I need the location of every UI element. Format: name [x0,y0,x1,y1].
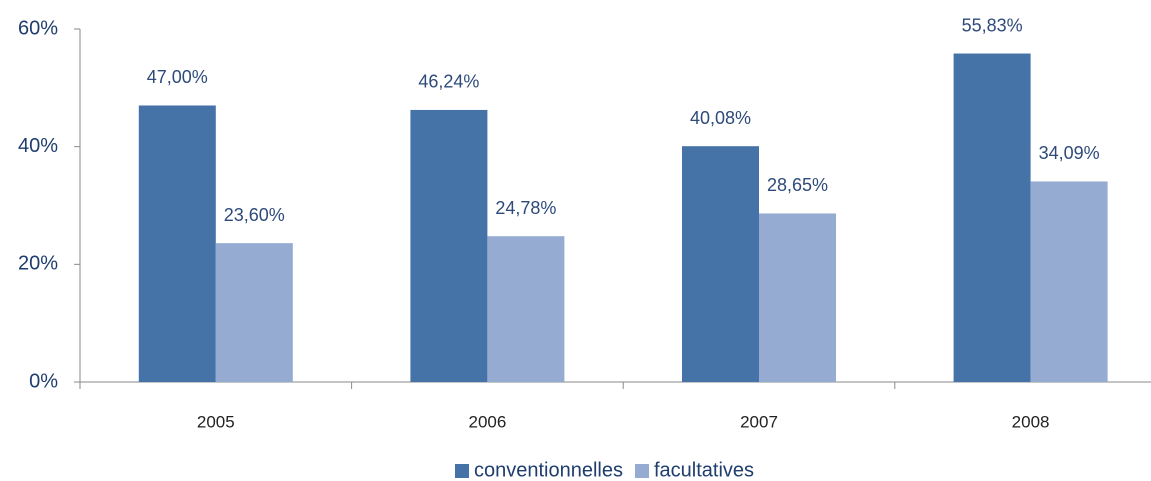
y-tick-label: 0% [29,370,58,392]
value-label: 47,00% [147,67,208,87]
bar [953,53,1031,382]
value-label: 23,60% [224,205,285,225]
bar [682,146,759,382]
x-tick-label: 2008 [1012,412,1050,431]
bar [759,213,836,382]
value-label: 55,83% [962,15,1023,35]
legend-swatch [455,464,469,478]
x-tick-label: 2006 [468,412,506,431]
bar [215,243,293,382]
legend-label: conventionnelles [474,459,623,481]
y-tick-label: 60% [18,17,58,39]
y-tick-label: 40% [18,135,58,157]
value-label: 40,08% [690,108,751,128]
value-label: 28,65% [767,175,828,195]
legend-label: facultatives [654,459,754,481]
bar [410,109,488,383]
bar [138,105,216,382]
value-label: 24,78% [495,198,556,218]
value-label: 34,09% [1039,143,1100,163]
bar [487,236,565,382]
x-tick-label: 2007 [740,412,778,431]
legend-swatch [635,464,649,478]
bar [1030,181,1108,382]
value-label: 46,24% [418,72,479,92]
x-tick-label: 2005 [197,412,235,431]
y-tick-label: 20% [18,253,58,275]
